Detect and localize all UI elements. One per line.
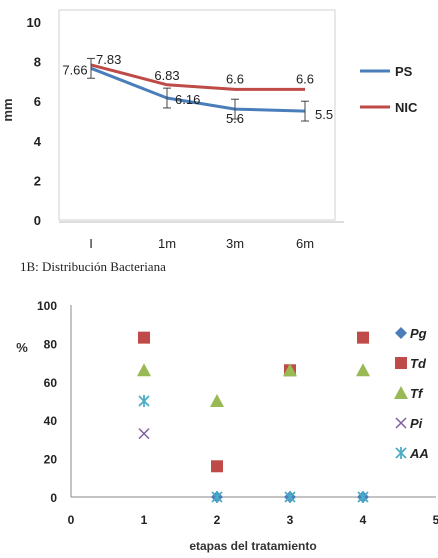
data-label: 6.16	[175, 92, 200, 107]
x-tick-label: 1	[141, 513, 148, 527]
y-tick-label: 4	[34, 134, 42, 149]
legend-label: Td	[410, 356, 427, 371]
data-point-aa	[138, 395, 150, 407]
marker-stroke	[395, 417, 407, 429]
series-line-nic	[90, 63, 305, 91]
figure-caption: 1B: Distribución Bacteriana	[20, 259, 166, 274]
x-tick-label: 5	[433, 513, 438, 527]
data-point-tf	[283, 363, 297, 377]
data-point-pi	[138, 428, 150, 440]
y-tick-label: 2	[34, 173, 41, 188]
y-tick-label: 20	[44, 453, 58, 467]
y-tick-label: 6	[34, 94, 41, 109]
data-label: 6.6	[226, 71, 244, 86]
data-point-aa	[284, 491, 296, 503]
x-tick-label: 3	[287, 513, 294, 527]
plot-area-frame	[58, 9, 336, 221]
y-tick-label: 80	[44, 337, 58, 351]
legend-marker	[395, 357, 407, 369]
legend-label: PS	[395, 64, 413, 79]
data-label: 5.5	[315, 107, 333, 122]
legend-label: NIC	[395, 100, 418, 115]
legend-label: Pi	[410, 416, 423, 431]
x-tick-label: I	[89, 236, 93, 251]
x-tick-label: 3m	[226, 236, 244, 251]
x-tick-label: 1m	[158, 236, 176, 251]
y-axis-label: mm	[0, 98, 15, 121]
data-point-tf	[137, 363, 151, 377]
legend-marker	[395, 417, 407, 429]
data-label: 7.83	[96, 52, 121, 67]
legend-label: Pg	[410, 326, 427, 341]
y-axis-label: %	[16, 340, 28, 355]
data-point-tf	[356, 363, 370, 377]
data-label: 6.6	[296, 71, 314, 86]
legend-marker	[395, 327, 407, 339]
y-tick-label: 0	[34, 213, 41, 228]
x-axis-label: etapas del tratamiento	[189, 539, 316, 553]
y-tick-label: 10	[27, 15, 41, 30]
y-tick-label: 60	[44, 376, 58, 390]
x-tick-label: 2	[214, 513, 221, 527]
x-tick-label: 0	[68, 513, 75, 527]
y-tick-label: 8	[34, 55, 41, 70]
data-label: 7.66	[62, 62, 87, 77]
y-tick-label: 100	[37, 299, 57, 313]
data-label: 6.83	[154, 68, 179, 83]
y-tick-label: 0	[50, 491, 57, 505]
legend-marker	[395, 447, 407, 459]
legend-label: Tf	[410, 386, 424, 401]
data-point-td	[211, 460, 223, 473]
data-point-td	[138, 331, 150, 344]
data-point-td	[357, 331, 369, 344]
series-line-ps	[90, 66, 306, 113]
line-chart: mm 0 2 4 6 8 10 I 1m 3m 6m 7.83 6.83 6.6 6.6 7.66 6.1…	[0, 9, 418, 251]
x-tick-label: 4	[360, 513, 367, 527]
x-tick-label: 6m	[296, 236, 314, 251]
data-label: 5.6	[226, 111, 244, 126]
y-tick-label: 40	[44, 414, 58, 428]
data-point-tf	[210, 394, 224, 407]
marker-stroke	[138, 428, 150, 440]
data-point-aa	[211, 491, 223, 503]
scatter-chart: % etapas del tratamiento 0 20 40 60 80 100 0 1…	[16, 299, 438, 553]
data-point-aa	[357, 491, 369, 503]
legend-marker	[394, 386, 408, 399]
legend-label: AA	[409, 446, 429, 461]
